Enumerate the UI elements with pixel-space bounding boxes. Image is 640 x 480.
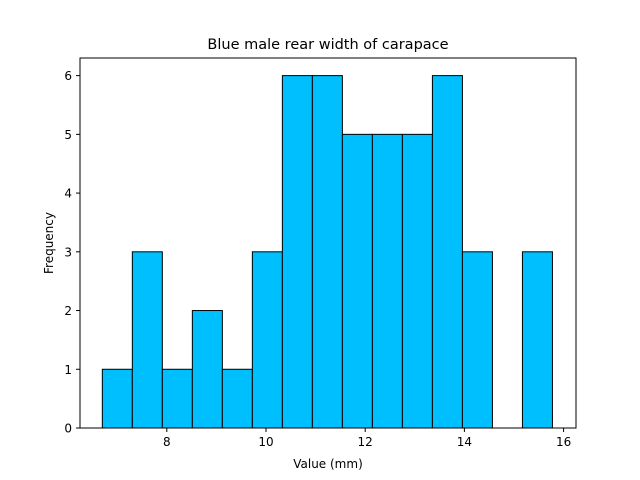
histogram-bar — [371, 133, 403, 429]
histogram-bar — [461, 251, 493, 429]
histogram-bar — [521, 251, 553, 429]
chart-title: Blue male rear width of carapace — [207, 37, 448, 53]
y-tick-label: 2 — [64, 304, 72, 318]
y-tick-label: 1 — [64, 363, 72, 377]
y-axis-ticks: 0 1 2 3 4 5 6 — [64, 69, 80, 436]
histogram-bar — [251, 251, 283, 429]
y-tick-label: 5 — [64, 128, 72, 142]
bars-group — [101, 75, 553, 429]
histogram-bar — [311, 75, 343, 429]
histogram-bar — [101, 368, 133, 429]
histogram-bar — [191, 310, 223, 429]
y-axis-label: Frequency — [42, 212, 56, 274]
x-tick-label: 12 — [358, 435, 373, 449]
x-axis-label: Value (mm) — [293, 457, 363, 471]
histogram-bar — [431, 75, 463, 429]
histogram-bar — [281, 75, 313, 429]
x-tick-label: 8 — [163, 435, 171, 449]
y-tick-label: 4 — [64, 187, 72, 201]
y-tick-label: 3 — [64, 245, 72, 259]
histogram-bar — [131, 251, 163, 429]
plot-frame — [79, 57, 577, 429]
y-tick-label: 0 — [64, 422, 72, 436]
y-tick-label: 6 — [64, 69, 72, 83]
histogram-bar — [161, 368, 193, 429]
x-tick-label: 16 — [556, 435, 571, 449]
x-tick-label: 10 — [258, 435, 273, 449]
x-axis-ticks: 8 10 12 14 16 — [163, 428, 571, 449]
x-tick-label: 14 — [457, 435, 472, 449]
histogram-bar — [341, 133, 373, 429]
histogram-bar — [221, 368, 253, 429]
histogram-bar — [401, 133, 433, 429]
